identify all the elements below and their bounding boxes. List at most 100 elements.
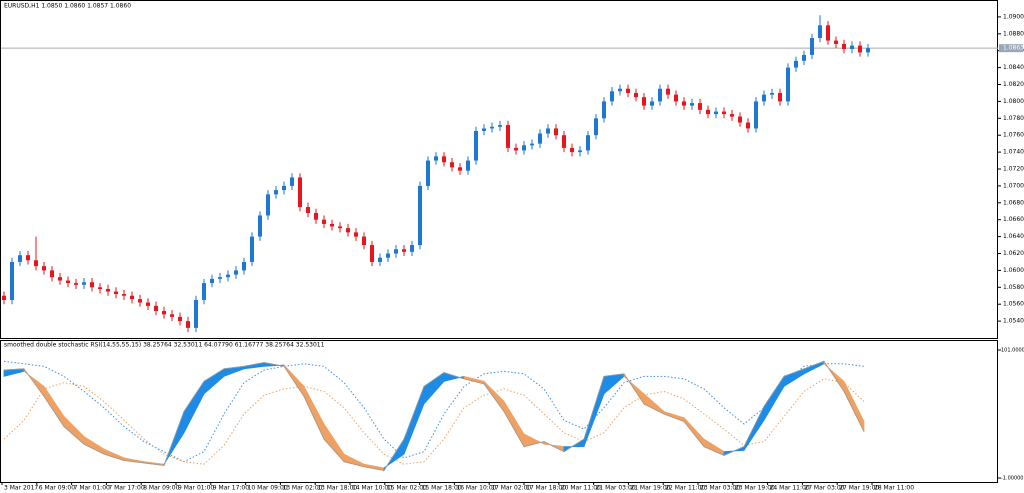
candle-body [378, 257, 382, 262]
candle-body [786, 67, 790, 102]
candle-body [626, 88, 630, 93]
candle-body [554, 128, 558, 136]
candle-body [674, 94, 678, 102]
candle-body [306, 207, 310, 213]
candle-body [298, 177, 302, 208]
x-tick-label: 21 Mar 03:00 [596, 485, 636, 492]
candle-body [10, 261, 14, 300]
indicator-title: smoothed double stochastic RSI(14,55,55,… [4, 342, 325, 349]
candle-body [266, 194, 270, 216]
candle-body [858, 45, 862, 53]
x-tick-label: 23 Mar 03:00 [700, 485, 740, 492]
candle-body [58, 277, 62, 281]
candle-body [242, 261, 246, 271]
x-tick-label: 15 Mar 02:00 [387, 485, 427, 492]
candle-body [194, 299, 198, 328]
symbol-title: EURUSD,H1 1.0850 1.0860 1.0857 1.0860 [4, 3, 131, 10]
x-tick-label: 16 Mar 10:00 [456, 485, 496, 492]
current-price-label: 1.0863 [1003, 45, 1024, 52]
signal-line [3, 360, 865, 463]
x-tick-label: 9 Mar 01:00 [178, 485, 214, 492]
candle-body [250, 236, 254, 262]
candle-body [802, 54, 806, 61]
candle-body [394, 249, 398, 254]
y-tick-label: 1.0540 [1003, 318, 1024, 325]
candle-body [82, 282, 86, 285]
candle-body [818, 25, 822, 39]
y-tick-label: 1.0800 [1003, 98, 1024, 105]
x-tick-label: 13 Mar 18:00 [317, 485, 357, 492]
candle-body [322, 219, 326, 224]
band-segment [643, 393, 665, 415]
candle-body [482, 128, 486, 131]
candle-body [210, 278, 214, 284]
candle-body [546, 128, 550, 134]
candle-body [178, 316, 182, 322]
candle-body [442, 156, 446, 163]
candle-body [778, 92, 782, 102]
y-tick-label: 1.0740 [1003, 149, 1024, 156]
candle-body [754, 101, 758, 129]
candle-body [770, 92, 774, 95]
candle-body [514, 147, 518, 151]
candle-body [410, 245, 414, 252]
y-tick-label: 1.0680 [1003, 199, 1024, 206]
candle-body [714, 111, 718, 115]
candle-body [762, 94, 766, 102]
candle-body [314, 212, 318, 220]
x-tick-label: 7 Mar 17:00 [108, 485, 144, 492]
candle-body [170, 314, 174, 317]
candle-body [354, 232, 358, 237]
y-tick-label: 1.0900 [1003, 13, 1024, 20]
candle-body [706, 109, 710, 115]
x-tick-label: 24 Mar 11:00 [770, 485, 810, 492]
candle-body [130, 295, 134, 300]
candle-body [490, 126, 494, 129]
candle-body [570, 147, 574, 153]
candle-body [274, 190, 278, 195]
candle-body [98, 287, 102, 289]
candle-body [154, 305, 158, 311]
candle-body [362, 236, 366, 246]
candle-body [658, 88, 662, 102]
candle-body [826, 25, 830, 41]
band-segment [303, 386, 325, 440]
candle-body [618, 88, 622, 92]
candle-body [290, 177, 294, 186]
band-segment [503, 400, 525, 449]
candle-body [682, 101, 686, 106]
candle-body [498, 125, 502, 127]
candle-body [226, 274, 230, 278]
band-segment [783, 368, 805, 388]
candle-body [426, 160, 430, 186]
x-tick-label: 27 Mar 03:00 [804, 485, 844, 492]
candle-body [386, 253, 390, 258]
x-tick-label: 17 Mar 18:00 [526, 485, 566, 492]
candle-body [666, 88, 670, 95]
candle-body [66, 280, 70, 284]
candle-body [90, 282, 94, 288]
x-tick-label: 27 Mar 19:00 [839, 485, 879, 492]
band-segment [523, 433, 545, 448]
candle-body [810, 38, 814, 55]
candle-body [34, 260, 38, 267]
candle-body [562, 135, 566, 148]
candle-body [282, 185, 286, 191]
y-tick-label: 1.0780 [1003, 115, 1024, 122]
candle-body [138, 299, 142, 303]
candle-body [146, 302, 150, 306]
candle-body [2, 295, 6, 300]
candle-body [18, 255, 22, 262]
band-segment [403, 386, 425, 455]
y-tick-label: 1.0640 [1003, 233, 1024, 240]
candle-body [234, 270, 238, 275]
candle-body [402, 249, 406, 252]
x-tick-label: 14 Mar 10:00 [352, 485, 392, 492]
band-segment [343, 453, 365, 468]
y-tick-label: 1.0880 [1003, 30, 1024, 37]
candle-body [346, 228, 350, 233]
band-segment [43, 385, 65, 428]
candle-body [26, 255, 30, 261]
band-segment [843, 381, 865, 432]
